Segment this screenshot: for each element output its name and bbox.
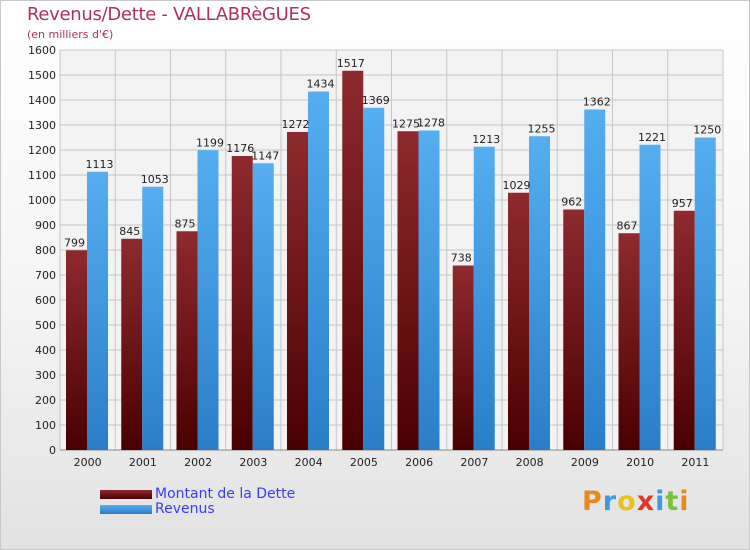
- bar-revenus: [308, 91, 329, 450]
- x-tick-label: 2011: [681, 456, 709, 469]
- y-tick-label: 1500: [28, 69, 56, 82]
- chart-title: Revenus/Dette - VALLABRèGUES: [27, 4, 311, 25]
- bar-debt: [176, 231, 198, 450]
- x-tick-label: 2010: [626, 456, 654, 469]
- data-label-debt: 1029: [503, 179, 531, 192]
- bar-debt: [673, 210, 695, 450]
- y-tick-label: 0: [49, 444, 56, 457]
- x-tick-label: 2004: [295, 456, 323, 469]
- bar-debt: [231, 156, 253, 450]
- x-tick-label: 2009: [571, 456, 599, 469]
- logo-letter: i: [655, 486, 666, 517]
- data-label-revenus: 1053: [141, 173, 169, 186]
- y-tick-label: 200: [35, 394, 56, 407]
- y-tick-label: 300: [35, 369, 56, 382]
- bar-revenus: [87, 171, 108, 450]
- data-label-debt: 957: [672, 197, 693, 210]
- data-label-revenus: 1255: [528, 122, 556, 135]
- chart-subtitle: (en milliers d'€): [27, 28, 114, 41]
- bar-revenus: [529, 136, 550, 450]
- bar-revenus: [694, 137, 716, 450]
- proxiti-logo: Proxiti: [582, 486, 690, 517]
- legend-swatch-revenus: [100, 505, 152, 514]
- data-label-debt: 1517: [337, 57, 365, 70]
- data-label-revenus: 1221: [638, 131, 666, 144]
- y-tick-label: 600: [35, 294, 56, 307]
- y-tick-label: 1400: [28, 94, 56, 107]
- data-label-debt: 1275: [392, 117, 420, 130]
- data-label-revenus: 1362: [583, 96, 611, 109]
- bar-revenus: [197, 150, 219, 450]
- x-tick-label: 2003: [239, 456, 267, 469]
- y-tick-label: 500: [35, 319, 56, 332]
- bar-debt: [121, 238, 143, 450]
- data-label-debt: 1272: [282, 118, 310, 131]
- bar-debt: [342, 70, 364, 450]
- data-label-debt: 962: [561, 196, 582, 209]
- x-tick-label: 2000: [74, 456, 102, 469]
- y-tick-label: 1200: [28, 144, 56, 157]
- data-label-revenus: 1250: [693, 124, 721, 137]
- bar-revenus: [584, 109, 606, 450]
- logo-letter: i: [679, 486, 690, 517]
- data-label-debt: 799: [64, 236, 85, 249]
- legend-label-debt: Montant de la Dette: [155, 486, 296, 502]
- data-label-debt: 845: [119, 225, 140, 238]
- y-tick-label: 1600: [28, 44, 56, 57]
- data-label-debt: 875: [175, 217, 196, 230]
- bar-revenus: [363, 107, 385, 450]
- x-tick-label: 2008: [516, 456, 544, 469]
- y-tick-label: 1300: [28, 119, 56, 132]
- bar-debt: [618, 233, 640, 450]
- logo-letter: P: [582, 486, 603, 517]
- data-label-debt: 738: [451, 252, 472, 265]
- bar-debt: [287, 132, 308, 450]
- x-tick-label: 2001: [129, 456, 157, 469]
- y-tick-label: 1100: [28, 169, 56, 182]
- data-label-revenus: 1113: [86, 158, 114, 171]
- y-tick-label: 100: [35, 419, 56, 432]
- logo-letter: x: [636, 486, 656, 517]
- y-tick-label: 900: [35, 219, 56, 232]
- x-tick-label: 2007: [460, 456, 488, 469]
- plot-area: 0 100 200 300 400 500 600 700 800 900 1000 1100 1200…: [28, 44, 724, 469]
- y-tick-label: 1000: [28, 194, 56, 207]
- logo-letter: t: [665, 486, 680, 517]
- data-label-revenus: 1369: [362, 94, 390, 107]
- y-tick-label: 700: [35, 269, 56, 282]
- data-label-revenus: 1147: [251, 149, 279, 162]
- data-label-debt: 867: [617, 219, 638, 232]
- y-tick-label: 400: [35, 344, 56, 357]
- bar-debt: [452, 265, 474, 450]
- bar-debt: [66, 250, 87, 450]
- x-tick-label: 2005: [350, 456, 378, 469]
- y-tick-label: 800: [35, 244, 56, 257]
- data-label-revenus: 1199: [196, 136, 224, 149]
- data-label-debt: 1176: [226, 142, 254, 155]
- bar-revenus: [473, 146, 495, 450]
- bar-debt: [563, 209, 585, 450]
- bar-revenus: [142, 186, 164, 450]
- logo-letter: o: [617, 486, 637, 517]
- data-label-revenus: 1213: [472, 133, 500, 146]
- logo-letter: r: [602, 486, 618, 517]
- bar-revenus: [418, 130, 440, 450]
- bar-revenus: [639, 144, 661, 450]
- data-label-revenus: 1278: [417, 117, 445, 130]
- bar-debt: [508, 192, 529, 450]
- x-tick-label: 2006: [405, 456, 433, 469]
- legend-swatch-debt: [100, 490, 152, 499]
- data-label-revenus: 1434: [307, 78, 335, 91]
- bar-revenus: [252, 163, 274, 450]
- bar-debt: [397, 131, 419, 450]
- x-tick-label: 2002: [184, 456, 212, 469]
- legend-label-revenus: Revenus: [155, 501, 215, 517]
